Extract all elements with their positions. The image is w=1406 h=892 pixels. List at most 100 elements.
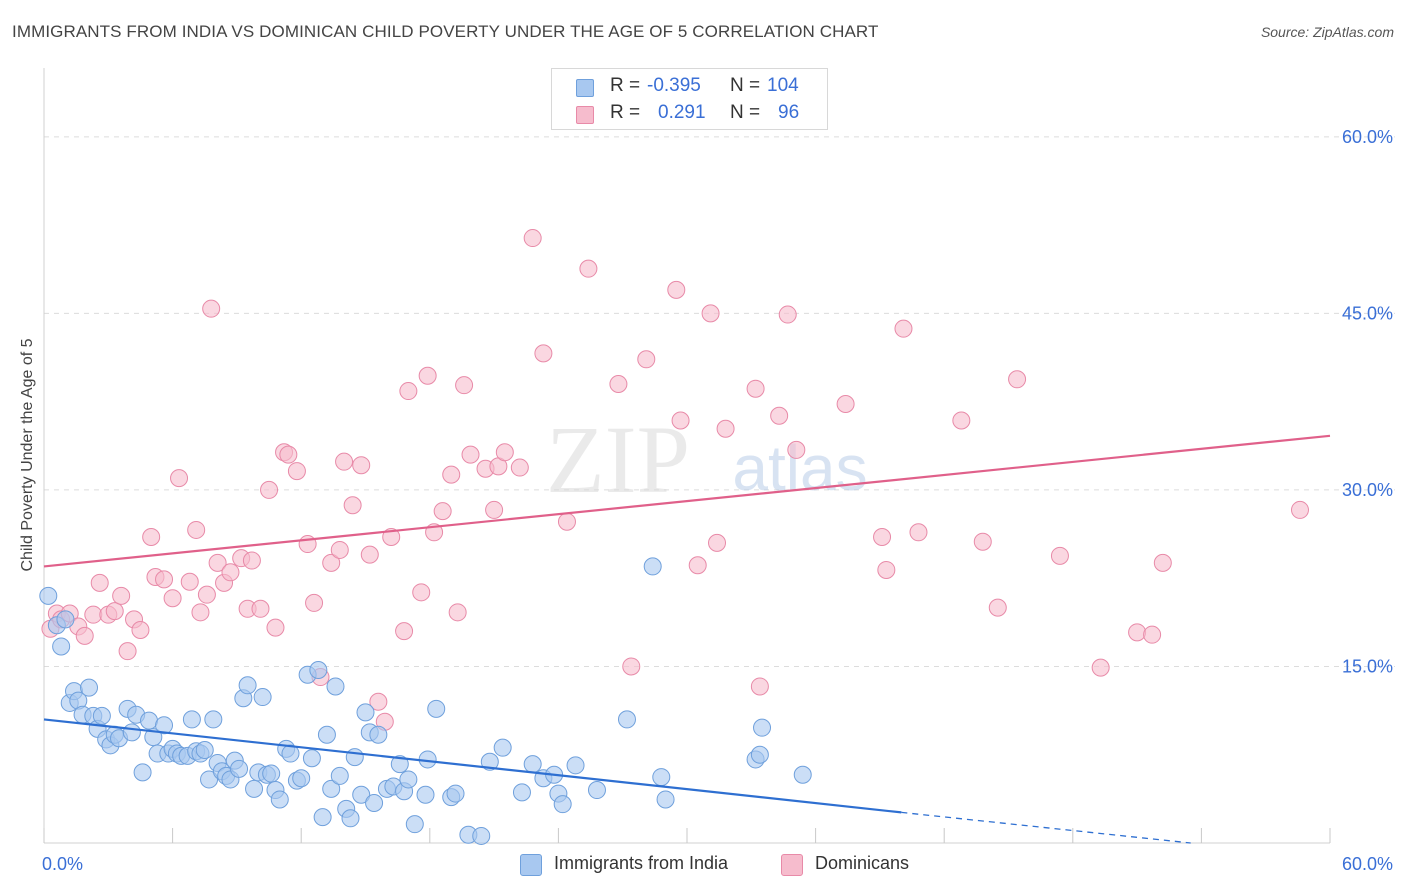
dominicans-point bbox=[495, 443, 514, 462]
india-trend-extension bbox=[901, 811, 1191, 844]
india-point bbox=[195, 741, 214, 760]
dominicans-point bbox=[461, 445, 480, 464]
y-tick-label: 45.0% bbox=[1342, 303, 1393, 323]
india-point bbox=[270, 790, 289, 809]
watermark: ZIP atlas bbox=[546, 406, 868, 513]
dominicans-point bbox=[716, 419, 735, 438]
dom-n-label: N = bbox=[730, 102, 761, 123]
india-n-value: 104 bbox=[767, 75, 799, 96]
dominicans-point bbox=[770, 406, 789, 425]
dominicans-point bbox=[260, 480, 279, 499]
dominicans-point bbox=[557, 512, 576, 531]
chart-title: IMMIGRANTS FROM INDIA VS DOMINICAN CHILD… bbox=[12, 22, 879, 41]
india-point bbox=[390, 755, 409, 774]
india-point bbox=[365, 793, 384, 812]
dominicans-point bbox=[84, 605, 103, 624]
india-point bbox=[399, 770, 418, 789]
dominicans-point bbox=[609, 375, 628, 393]
dominicans-point bbox=[155, 570, 174, 589]
dominicans-point bbox=[131, 620, 150, 639]
india-point bbox=[122, 723, 141, 742]
india-point bbox=[480, 752, 499, 771]
dominicans-point bbox=[523, 229, 542, 248]
dominicans-point bbox=[322, 553, 341, 572]
india-point bbox=[56, 610, 75, 629]
dominicans-point bbox=[382, 528, 401, 546]
india-point bbox=[793, 765, 812, 784]
stats-row-india: R = -0.395 N = 104 bbox=[552, 73, 827, 101]
correlation-stats-box: R = -0.395 N = 104 R = 0.291 N = 96 bbox=[551, 68, 828, 130]
chart-source: Source: ZipAtlas.com bbox=[1260, 24, 1394, 40]
dominicans-point bbox=[622, 657, 641, 676]
india-point bbox=[155, 716, 174, 735]
india-r-label: R = bbox=[610, 75, 641, 96]
dominicans-point bbox=[163, 589, 182, 608]
dominicans-point bbox=[352, 456, 371, 475]
dominicans-point bbox=[708, 533, 727, 552]
india-point bbox=[302, 749, 321, 768]
stats-row-dominicans: R = 0.291 N = 96 bbox=[552, 100, 827, 128]
india-point bbox=[750, 745, 769, 764]
dominicans-point bbox=[750, 677, 769, 696]
dominicans-point bbox=[75, 626, 94, 645]
dominicans-point bbox=[952, 411, 971, 430]
dominicans-point bbox=[112, 586, 131, 605]
axes bbox=[43, 68, 1331, 844]
india-point bbox=[326, 677, 345, 696]
india-point bbox=[416, 785, 435, 804]
dominicans-point bbox=[778, 305, 797, 324]
dominicans-point bbox=[1290, 500, 1309, 519]
dominicans-point bbox=[973, 532, 992, 551]
dom-n-value: 96 bbox=[778, 102, 800, 123]
india-point bbox=[80, 678, 99, 697]
dominicans-point bbox=[105, 602, 124, 621]
watermark-zip: ZIP bbox=[546, 406, 690, 513]
india-point bbox=[341, 809, 360, 828]
dominicans-point bbox=[455, 376, 474, 395]
dominicans-point bbox=[510, 458, 529, 477]
india-point bbox=[245, 779, 264, 798]
dominicans-point bbox=[988, 598, 1007, 617]
dominicans-point bbox=[90, 573, 109, 592]
y-tick-label: 15.0% bbox=[1342, 656, 1393, 676]
india-point bbox=[204, 710, 223, 729]
trend-lines bbox=[43, 434, 1331, 844]
dominicans-point bbox=[369, 692, 388, 711]
dominicans-point bbox=[877, 560, 896, 579]
india-point bbox=[643, 557, 662, 576]
india-point bbox=[140, 711, 159, 730]
dominicans-point bbox=[534, 344, 553, 363]
dominicans-point bbox=[395, 622, 414, 641]
india-point bbox=[472, 826, 491, 845]
dominicans-point bbox=[637, 350, 656, 369]
india-point bbox=[587, 781, 606, 800]
dominicans-point bbox=[330, 540, 349, 559]
dominicans-point bbox=[442, 465, 461, 484]
dominicans-point bbox=[746, 379, 765, 398]
dominicans-point bbox=[579, 259, 598, 278]
india-point bbox=[200, 770, 219, 789]
dominicans-point bbox=[485, 500, 504, 519]
india-point bbox=[133, 763, 152, 782]
legend-dom-label: Dominicans bbox=[815, 853, 910, 873]
india-point bbox=[656, 790, 675, 809]
india-point bbox=[753, 718, 772, 737]
dominicans-point bbox=[1153, 553, 1172, 572]
india-point bbox=[330, 766, 349, 785]
india-point bbox=[262, 764, 281, 783]
dominicans-point bbox=[701, 304, 720, 323]
dominicans-point bbox=[343, 496, 362, 515]
dominicans-point bbox=[118, 642, 137, 661]
dominicans-point bbox=[1143, 625, 1162, 644]
india-point bbox=[446, 784, 465, 803]
india-point bbox=[92, 706, 111, 725]
india-r-value: -0.395 bbox=[647, 75, 701, 96]
india-swatch bbox=[576, 79, 594, 97]
india-point bbox=[553, 795, 572, 814]
dom-r-label: R = bbox=[610, 102, 641, 123]
india-point bbox=[427, 699, 446, 718]
dominicans-point bbox=[208, 553, 227, 572]
india-point bbox=[345, 748, 364, 767]
dominicans-point bbox=[142, 528, 161, 546]
dominicans-point bbox=[279, 445, 298, 464]
